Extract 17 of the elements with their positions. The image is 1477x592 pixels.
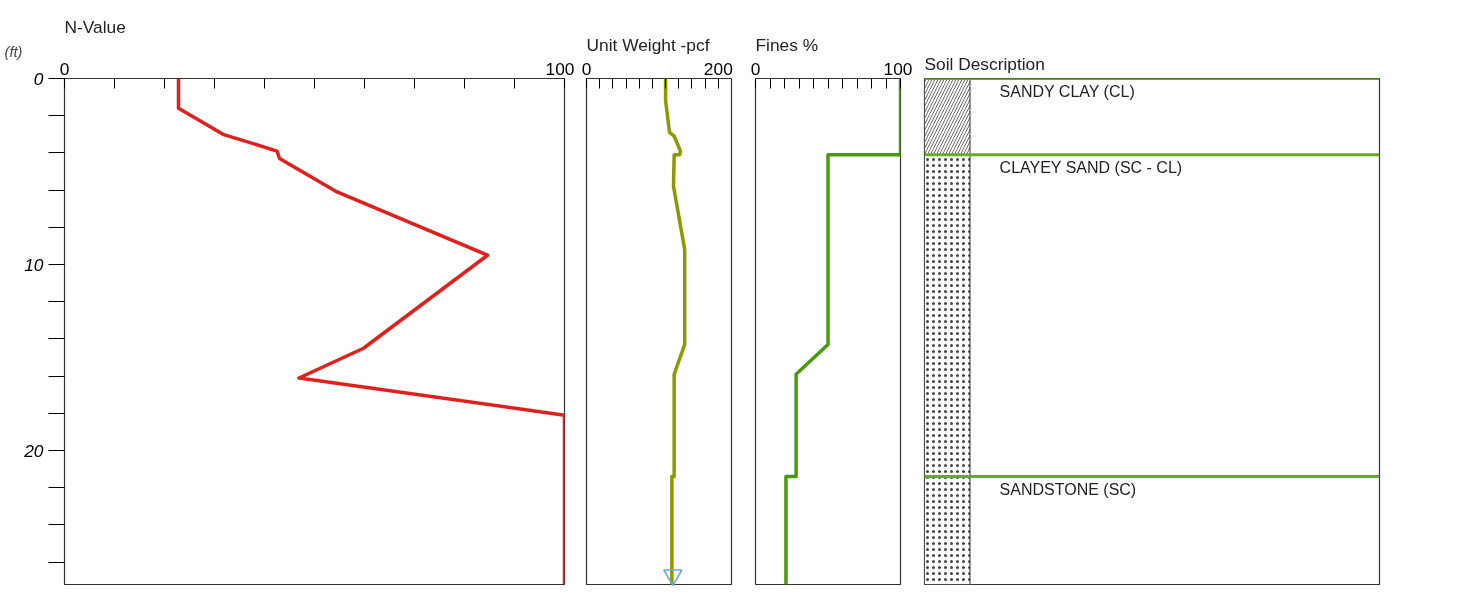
chart-title: Fines % xyxy=(755,34,819,55)
series-label: CLAYEY SAND (SC - CL) xyxy=(999,159,1183,177)
x-tick-label: 100 xyxy=(883,58,913,79)
y-tick-label: 10 xyxy=(24,254,44,275)
x-tick-label: 0 xyxy=(750,58,761,79)
y-axis-title: (ft) xyxy=(4,43,23,60)
chart-title: N-Value xyxy=(64,16,126,37)
chart-title: Soil Description xyxy=(924,53,1045,74)
x-tick-label: 100 xyxy=(545,58,575,79)
x-tick-label: 0 xyxy=(581,58,592,79)
chart-title: Unit Weight -pcf xyxy=(586,34,710,55)
line-series xyxy=(176,78,565,585)
series-label: SANDY CLAY (CL) xyxy=(999,83,1135,101)
x-tick-label: 0 xyxy=(59,58,70,79)
x-tick-label: 200 xyxy=(703,58,733,79)
y-tick-label: 20 xyxy=(23,440,44,461)
series-label: SANDSTONE (SC) xyxy=(999,481,1137,499)
